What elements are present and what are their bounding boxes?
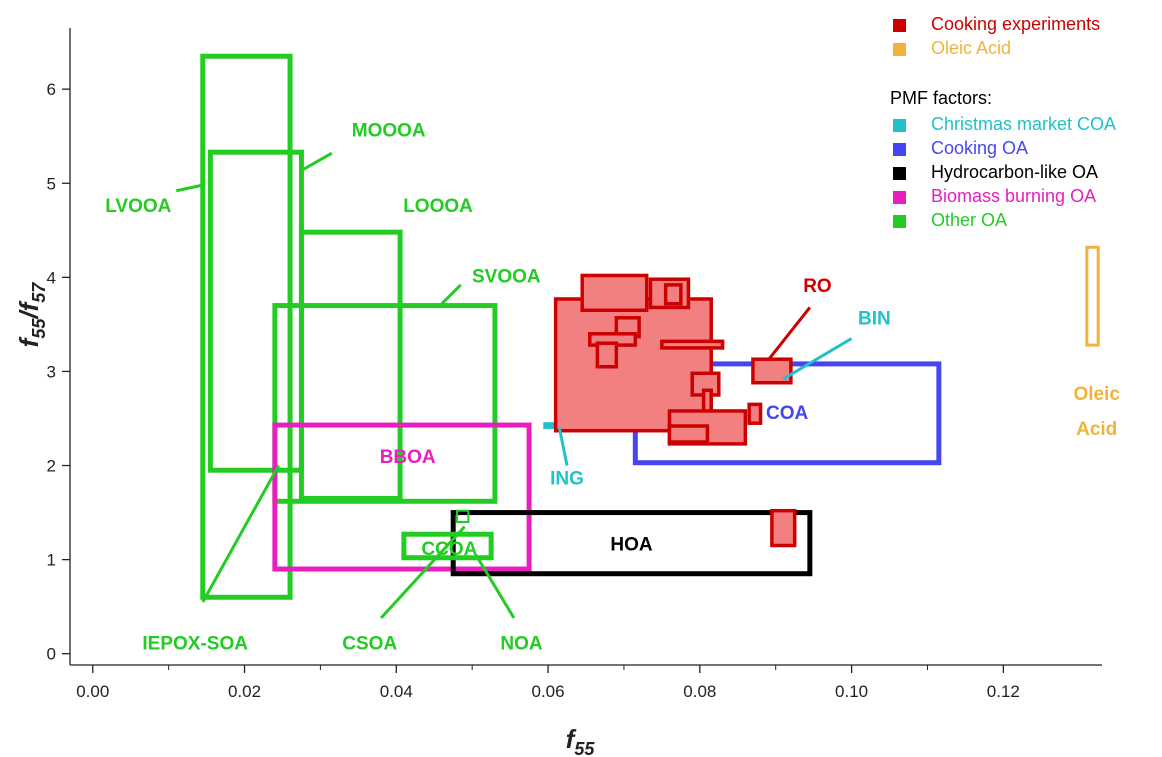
other-oa-region (298, 229, 403, 501)
region-label: BIN (858, 309, 891, 330)
region-label: NOA (500, 633, 543, 654)
region-label: MOOOA (352, 121, 426, 142)
leader-line (440, 283, 462, 305)
legend-label: Cooking OA (931, 138, 1028, 158)
region-label: IEPOX-SOA (142, 633, 248, 654)
y-tick-label: 5 (47, 174, 56, 193)
legend-header: PMF factors: (890, 88, 992, 108)
legend-label: Christmas market COA (931, 114, 1116, 134)
y-tick-label: 2 (47, 457, 56, 476)
y-tick-label: 3 (47, 362, 56, 381)
other-oa-region (200, 53, 293, 600)
y-ticks: 0 1 2 3 4 5 6 (47, 80, 70, 664)
region-labels-layer: LVOOA MOOOA LOOOA SVOOA BBOA CCOA HOA COA ING RO B… (105, 121, 1120, 655)
axes-layer (69, 28, 1102, 666)
legend-label: Oleic Acid (931, 38, 1011, 58)
x-tick-label: 0.06 (532, 682, 565, 701)
cooking-experiment-box (663, 283, 683, 306)
legend-swatch (893, 119, 906, 132)
legend-swatch (893, 191, 906, 204)
y-axis-title-f1: f (14, 336, 44, 347)
legend-swatch (893, 167, 906, 180)
x-tick-label: 0.04 (380, 682, 413, 701)
leader-line (302, 151, 333, 171)
region-label: SVOOA (472, 266, 541, 287)
x-tick-label: 0.00 (76, 682, 109, 701)
y-axis-title-f2: /f (14, 300, 44, 319)
other-oa-region (272, 303, 498, 504)
cooking-experiment-box (595, 341, 619, 369)
legend-label: Other OA (931, 210, 1007, 230)
other-oa-region (456, 509, 470, 523)
leader-line (380, 525, 466, 619)
cooking-experiment-box (660, 339, 725, 350)
region-label: RO (803, 276, 832, 297)
other-oa-region (401, 531, 494, 561)
region-label: HOA (610, 535, 653, 556)
legend-label: Hydrocarbon-like OA (931, 162, 1098, 182)
legend-swatch (893, 43, 906, 56)
y-tick-label: 4 (47, 268, 56, 287)
x-tick-label: 0.12 (987, 682, 1020, 701)
region-label: LOOOA (403, 196, 473, 217)
x-axis-title: f55 (566, 724, 596, 757)
leader-line (175, 183, 204, 193)
leader-line (474, 554, 516, 619)
legend-swatch (893, 143, 906, 156)
region-label: CSOA (342, 633, 397, 654)
x-tick-label: 0.08 (683, 682, 716, 701)
legend-swatch (893, 19, 906, 32)
legend-label: Cooking experiments (931, 14, 1100, 34)
bboa-region (272, 422, 532, 572)
y-axis-title-sub1: 55 (29, 318, 49, 339)
x-tick-label: 0.10 (835, 682, 868, 701)
legend-label: Biomass burning OA (931, 186, 1096, 206)
cooking-experiment-box (770, 508, 797, 548)
legend: Cooking experiments Oleic Acid PMF factors… (890, 14, 1116, 230)
x-ticks: 0.00 0.02 0.04 0.06 0.08 0.10 0.12 (76, 665, 1020, 701)
region-label: Acid (1076, 419, 1117, 440)
regions-layer (200, 53, 1100, 600)
cooking-experiment-box (751, 357, 793, 385)
leader-line (782, 337, 853, 381)
leader-lines-layer (175, 151, 853, 619)
cooking-experiment-box (580, 273, 649, 313)
legend-swatch (893, 215, 906, 228)
leader-line (766, 306, 812, 362)
y-axis-title-sub2: 57 (29, 282, 49, 303)
region-label: CCOA (421, 539, 477, 560)
region-label: COA (766, 403, 809, 424)
region-label: Oleic (1073, 384, 1120, 405)
y-tick-label: 0 (47, 645, 56, 664)
x-tick-label: 0.02 (228, 682, 261, 701)
leader-line (557, 427, 569, 466)
hoa-region (450, 510, 813, 577)
region-label: BBOA (380, 447, 436, 468)
x-axis-title-sub: 55 (574, 739, 595, 757)
oleic-acid-region (1085, 245, 1100, 347)
leader-line (201, 464, 280, 603)
cooking-experiment-box (667, 424, 710, 444)
x-axis-title-main: f (566, 724, 577, 754)
y-tick-label: 6 (47, 80, 56, 99)
region-label: LVOOA (105, 196, 171, 217)
y-axis-title: f55/f57 (14, 282, 49, 348)
region-label: ING (550, 469, 584, 490)
y-tick-label: 1 (47, 551, 56, 570)
cooking-experiment-box (747, 402, 763, 425)
